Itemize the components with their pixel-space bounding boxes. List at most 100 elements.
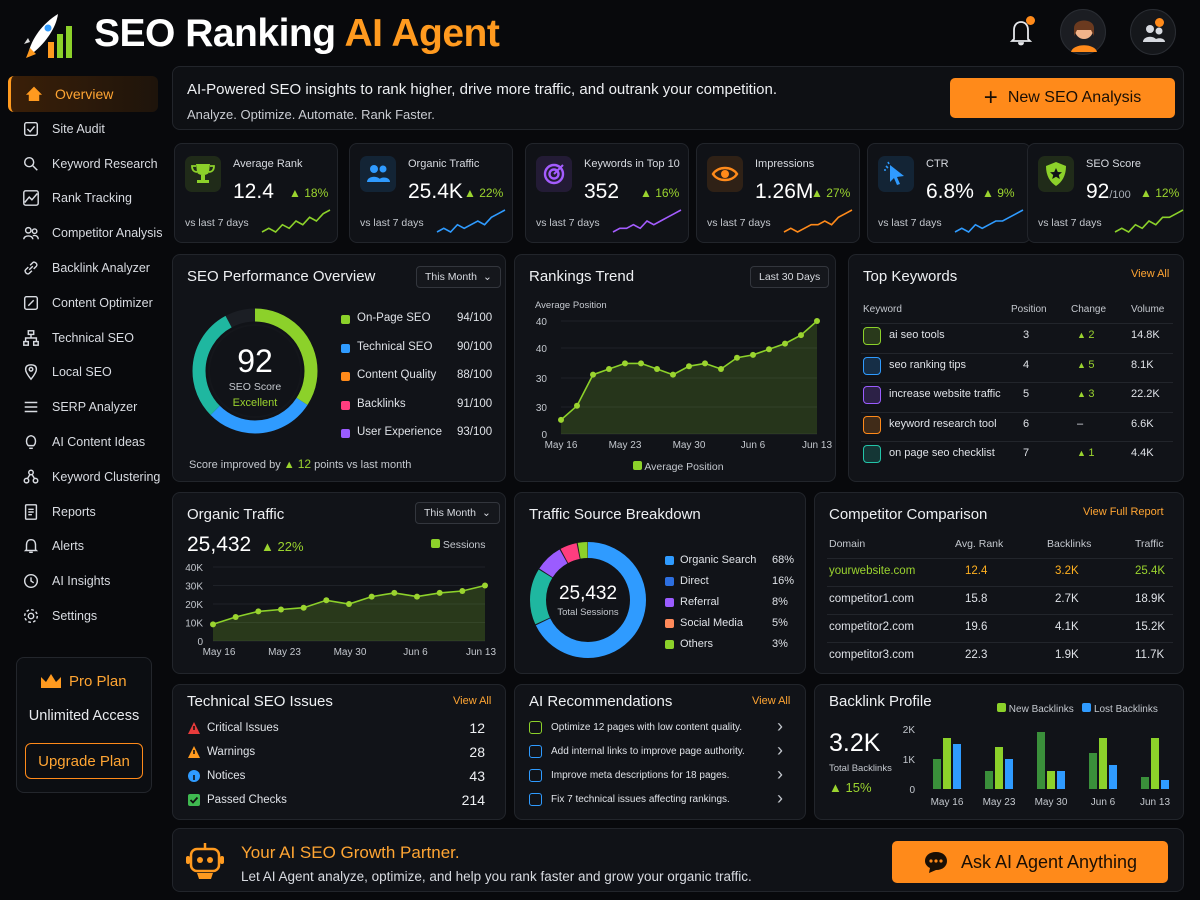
technical-issue-label[interactable]: Critical Issues [207, 722, 279, 734]
traffic-source-label: Direct [680, 575, 709, 587]
team-icon[interactable] [1130, 9, 1176, 55]
rankings-point [686, 363, 692, 370]
technical-issue-label[interactable]: Passed Checks [207, 794, 287, 806]
technical-issues-view-all-link[interactable]: View All [453, 695, 492, 707]
ask-ai-agent-button[interactable]: Ask AI Agent Anything [892, 841, 1168, 883]
keyword-text[interactable]: increase website traffic [889, 388, 1001, 400]
bar-new-backlinks [1089, 753, 1097, 789]
chevron-down-icon: ⌄ [481, 507, 491, 519]
stat-change: ▲ 12% [1140, 186, 1179, 200]
keyword-position: 6 [1023, 417, 1030, 430]
row-divider [861, 411, 1173, 413]
stat-icon-wrap [185, 156, 221, 192]
keyword-table-header: Change [1071, 304, 1107, 315]
upgrade-plan-button[interactable]: Upgrade Plan [25, 743, 143, 779]
recommendation-text[interactable]: Add internal links to improve page autho… [551, 746, 745, 757]
stat-sparkline [612, 209, 682, 233]
traffic-total-label: Total Sessions [557, 607, 619, 618]
legend-swatch [341, 343, 350, 353]
sidebar-item-keyword-clustering[interactable]: Keyword Clustering [8, 459, 160, 495]
organic-period-select[interactable]: This Month ⌄ [415, 502, 500, 524]
keyword-text[interactable]: ai seo tools [889, 329, 945, 341]
up-arrow-icon: ▲ [811, 186, 827, 200]
competitor-domain[interactable]: competitor1.com [829, 593, 915, 605]
top-keywords-card: Top Keywords View All Keyword Position Cha… [848, 254, 1184, 482]
sidebar-item-local-seo[interactable]: Local SEO [8, 354, 158, 390]
stat-label: Impressions [755, 158, 815, 170]
recommendation-icon [529, 793, 542, 806]
keyword-change-value: – [1077, 417, 1084, 430]
sidebar-item-serp-analyzer[interactable]: SERP Analyzer [8, 389, 158, 425]
user-avatar[interactable] [1060, 9, 1106, 55]
y-tick-label: 0 [909, 785, 915, 796]
chevron-right-icon[interactable]: › [777, 716, 783, 736]
organic-point [323, 597, 330, 604]
sidebar-item-overview[interactable]: Overview [8, 76, 158, 112]
notification-bell-icon[interactable] [998, 10, 1044, 56]
ring-segment-onpage [192, 308, 318, 434]
technical-issue-label[interactable]: Warnings [207, 746, 256, 758]
keyword-text[interactable]: keyword research tool [889, 417, 997, 430]
notification-dot [1026, 16, 1035, 25]
keyword-icon [863, 327, 881, 345]
stat-change: ▲ 27% [811, 186, 850, 200]
row-divider [861, 352, 1173, 354]
sidebar-item-content-optimizer[interactable]: Content Optimizer [8, 285, 158, 321]
traffic-source-donut [530, 542, 646, 658]
stat-sparkline [783, 209, 853, 233]
top-keywords-view-all-link[interactable]: View All [1131, 268, 1170, 280]
recommendation-text[interactable]: Improve meta descriptions for 18 pages. [551, 770, 730, 781]
stat-card-impressions: Impressions 1.26M ▲ 27% vs last 7 days [696, 143, 860, 243]
organic-point [210, 621, 216, 628]
organic-point [391, 589, 398, 596]
sidebar-item-keyword-research[interactable]: Keyword Research [8, 146, 158, 182]
recommendation-text[interactable]: Fix 7 technical issues affecting ranking… [551, 794, 730, 805]
keyword-text[interactable]: seo ranking tips [889, 358, 967, 371]
sidebar-item-label: Backlink Analyzer [52, 261, 150, 275]
sidebar-item-label: Reports [52, 504, 96, 519]
sidebar-item-backlink-analyzer[interactable]: Backlink Analyzer [8, 250, 158, 286]
view-full-report-link[interactable]: View Full Report [1083, 506, 1164, 518]
chevron-right-icon[interactable]: › [777, 764, 783, 784]
sidebar-item-alerts[interactable]: Alerts [8, 528, 158, 564]
sidebar-item-ai-insights[interactable]: AI Insights [8, 563, 158, 599]
keyword-change: ▲ 1 [1077, 447, 1095, 459]
sidebar-item-site-audit[interactable]: Site Audit [8, 111, 158, 147]
sparkline-path [1114, 209, 1184, 233]
rankings-period-select[interactable]: Last 30 Days [750, 266, 830, 288]
performance-item-value: 90/100 [457, 340, 493, 353]
ai-recommendations-view-all-link[interactable]: View All [752, 695, 791, 707]
sidebar-item-ai-content-ideas[interactable]: AI Content Ideas [8, 424, 158, 460]
performance-period-select[interactable]: This Month ⌄ [416, 266, 501, 288]
pro-plan-subtitle: Unlimited Access [28, 708, 140, 724]
new-seo-analysis-button[interactable]: + New SEO Analysis [950, 78, 1175, 118]
keyword-volume: 14.8K [1131, 329, 1160, 341]
organic-legend-label: Sessions [442, 539, 486, 551]
legend-swatch [665, 556, 674, 565]
sidebar-item-rank-tracking[interactable]: Rank Tracking [8, 180, 158, 216]
legend-swatch [341, 429, 350, 438]
competitor-backlinks: 1.9K [1055, 649, 1079, 661]
recommendation-text[interactable]: Optimize 12 pages with low content quali… [551, 722, 743, 733]
chevron-right-icon[interactable]: › [777, 740, 783, 760]
organic-point [300, 604, 307, 611]
sidebar-item-reports[interactable]: Reports [8, 494, 158, 530]
organic-point [459, 588, 466, 595]
robot-icon [186, 843, 224, 879]
technical-issue-label[interactable]: Notices [207, 770, 246, 782]
organic-point [436, 589, 443, 596]
sidebar-item-technical-seo[interactable]: Technical SEO [8, 320, 158, 356]
organic-point [232, 613, 239, 620]
sidebar-item-settings[interactable]: Settings [8, 598, 158, 634]
keyword-change-value: 3 [1088, 388, 1095, 400]
legend-swatch [665, 619, 674, 628]
legend-lost-backlinks: Lost Backlinks [1093, 704, 1158, 715]
organic-period-value: This Month [424, 507, 476, 519]
competitor-domain[interactable]: competitor3.com [829, 649, 915, 661]
competitor-domain[interactable]: competitor2.com [829, 621, 915, 633]
sidebar-item-competitor-analysis[interactable]: Competitor Analysis [8, 215, 162, 251]
competitor-domain[interactable]: yourwebsite.com [829, 565, 916, 577]
stat-period: vs last 7 days [360, 217, 424, 229]
chevron-right-icon[interactable]: › [777, 788, 783, 808]
keyword-text[interactable]: on page seo checklist [889, 447, 995, 459]
